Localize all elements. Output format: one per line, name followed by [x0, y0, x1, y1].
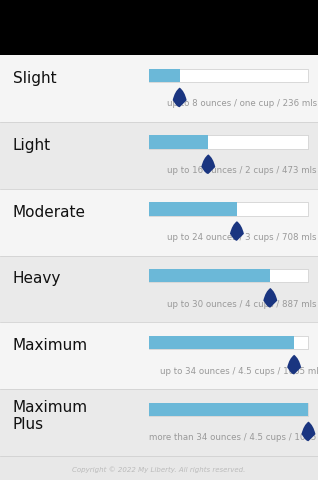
PathPatch shape	[230, 221, 244, 241]
PathPatch shape	[201, 155, 215, 174]
Bar	[149, 336, 294, 349]
Bar	[0, 189, 318, 255]
Bar	[149, 69, 180, 82]
Bar	[149, 336, 308, 349]
Text: Heavy: Heavy	[13, 272, 61, 287]
Text: up to 16 ounces / 2 cups / 473 mls: up to 16 ounces / 2 cups / 473 mls	[167, 166, 316, 175]
Bar	[0, 0, 318, 55]
Text: up to 8 ounces / one cup / 236 mls: up to 8 ounces / one cup / 236 mls	[167, 99, 317, 108]
Text: Light: Light	[13, 138, 51, 153]
Bar	[149, 69, 308, 82]
Text: Maximum: Maximum	[13, 338, 88, 353]
Text: up to 24 ounces / 3 cups / 708 mls: up to 24 ounces / 3 cups / 708 mls	[167, 233, 316, 242]
Bar	[0, 122, 318, 189]
PathPatch shape	[287, 355, 301, 374]
Bar	[0, 323, 318, 389]
Bar	[0, 55, 318, 122]
Bar	[149, 202, 308, 216]
Text: up to 34 ounces / 4.5 cups / 1005 mls: up to 34 ounces / 4.5 cups / 1005 mls	[160, 367, 318, 376]
Bar	[149, 269, 270, 282]
Text: Moderate: Moderate	[13, 204, 86, 220]
Text: more than 34 ounces / 4.5 cups / 1005 mls: more than 34 ounces / 4.5 cups / 1005 ml…	[149, 433, 318, 443]
Bar	[0, 255, 318, 323]
PathPatch shape	[263, 288, 277, 308]
PathPatch shape	[173, 87, 187, 107]
Bar	[149, 135, 308, 149]
Text: Slight: Slight	[13, 71, 56, 86]
Bar	[149, 135, 208, 149]
Bar	[149, 403, 308, 416]
Bar	[0, 389, 318, 456]
Text: Copyright © 2022 My Liberty. All rights reserved.: Copyright © 2022 My Liberty. All rights …	[72, 466, 246, 473]
Text: up to 30 ounces / 4 cups / 887 mls: up to 30 ounces / 4 cups / 887 mls	[167, 300, 316, 309]
Bar	[149, 202, 237, 216]
Text: Maximum
Plus: Maximum Plus	[13, 400, 88, 432]
Bar	[149, 403, 308, 416]
Bar	[149, 269, 308, 282]
PathPatch shape	[301, 421, 315, 441]
